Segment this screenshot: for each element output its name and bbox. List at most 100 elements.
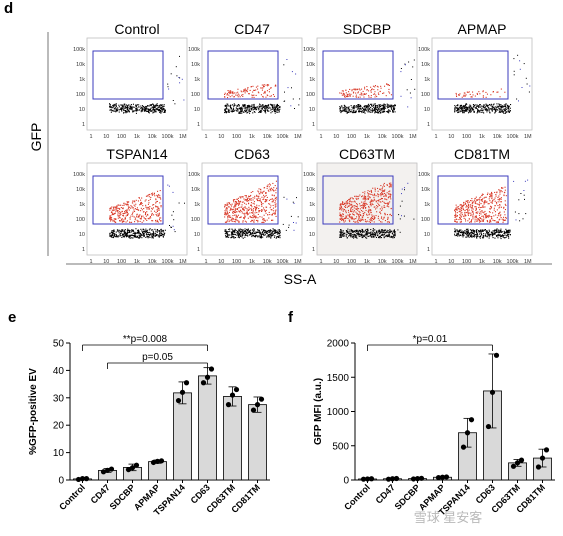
negative-event bbox=[244, 233, 246, 235]
positive-event bbox=[227, 93, 229, 95]
negative-event bbox=[143, 232, 145, 234]
negative-event bbox=[129, 230, 131, 232]
negative-event bbox=[369, 111, 371, 113]
negative-event bbox=[225, 236, 227, 238]
positive-event bbox=[381, 198, 383, 200]
positive-event bbox=[363, 96, 365, 98]
outlier-event bbox=[171, 214, 173, 216]
positive-event bbox=[370, 86, 372, 88]
outlier-event bbox=[183, 99, 185, 101]
positive-event bbox=[461, 212, 463, 214]
positive-event bbox=[257, 213, 259, 215]
negative-event bbox=[470, 105, 472, 107]
negative-event bbox=[503, 105, 505, 107]
negative-event bbox=[121, 229, 123, 231]
negative-event bbox=[238, 229, 240, 231]
negative-event bbox=[464, 107, 466, 109]
negative-event bbox=[245, 110, 247, 112]
negative-event bbox=[160, 104, 162, 106]
negative-event bbox=[152, 235, 154, 237]
positive-event bbox=[238, 202, 240, 204]
positive-event bbox=[370, 220, 372, 222]
positive-event bbox=[469, 206, 471, 208]
positive-event bbox=[112, 210, 114, 212]
negative-event bbox=[133, 231, 135, 233]
positive-event bbox=[383, 92, 385, 94]
negative-event bbox=[151, 106, 153, 108]
positive-event bbox=[143, 217, 145, 219]
positive-event bbox=[357, 222, 359, 224]
positive-event bbox=[497, 91, 499, 93]
positive-event bbox=[245, 195, 247, 197]
positive-event bbox=[265, 96, 267, 98]
negative-event bbox=[361, 112, 363, 114]
negative-event bbox=[232, 109, 234, 111]
positive-event bbox=[232, 215, 234, 217]
negative-event bbox=[109, 109, 111, 111]
positive-event bbox=[469, 221, 471, 223]
positive-event bbox=[385, 195, 387, 197]
data-point bbox=[368, 476, 375, 482]
positive-event bbox=[389, 184, 391, 186]
positive-event bbox=[369, 196, 371, 198]
negative-event bbox=[499, 105, 501, 107]
negative-event bbox=[116, 110, 118, 112]
positive-event bbox=[485, 201, 487, 203]
negative-event bbox=[123, 103, 125, 105]
negative-event bbox=[109, 104, 111, 106]
positive-event bbox=[358, 218, 360, 220]
negative-event bbox=[231, 111, 233, 113]
negative-event bbox=[387, 234, 389, 236]
positive-event bbox=[260, 188, 262, 190]
positive-event bbox=[242, 196, 244, 198]
negative-event bbox=[368, 106, 370, 108]
positive-event bbox=[132, 211, 134, 213]
positive-event bbox=[247, 200, 249, 202]
negative-event bbox=[367, 107, 369, 109]
positive-event bbox=[468, 209, 470, 211]
positive-event bbox=[127, 201, 129, 203]
negative-event bbox=[242, 234, 244, 236]
negative-event bbox=[487, 106, 489, 108]
negative-event bbox=[251, 236, 253, 238]
positive-event bbox=[264, 219, 266, 221]
positive-event bbox=[479, 217, 481, 219]
negative-event bbox=[373, 236, 375, 238]
positive-event bbox=[243, 89, 245, 91]
negative-event bbox=[264, 108, 266, 110]
negative-event bbox=[375, 106, 377, 108]
negative-event bbox=[470, 109, 472, 111]
positive-event bbox=[471, 209, 473, 211]
positive-event bbox=[384, 85, 386, 87]
negative-event bbox=[243, 232, 245, 234]
positive-event bbox=[236, 215, 238, 217]
negative-event bbox=[353, 110, 355, 112]
positive-event bbox=[497, 215, 499, 217]
positive-event bbox=[385, 193, 387, 195]
negative-event bbox=[351, 111, 353, 113]
positive-event bbox=[270, 198, 272, 200]
flow-plot-y-tick: 10k bbox=[306, 62, 315, 68]
negative-event bbox=[273, 106, 275, 108]
negative-event bbox=[379, 230, 381, 232]
flow-plot-y-tick: 100k bbox=[303, 172, 315, 178]
flow-plot-y-tick: 1k bbox=[79, 77, 85, 83]
outlier-event bbox=[519, 60, 521, 62]
negative-event bbox=[497, 234, 499, 236]
positive-event bbox=[456, 206, 458, 208]
positive-event bbox=[374, 187, 376, 189]
negative-event bbox=[494, 232, 496, 234]
negative-event bbox=[137, 109, 139, 111]
negative-event bbox=[391, 236, 393, 238]
negative-event bbox=[342, 107, 344, 109]
positive-event bbox=[370, 202, 372, 204]
positive-event bbox=[224, 214, 226, 216]
positive-event bbox=[132, 215, 134, 217]
outlier-event bbox=[169, 225, 170, 226]
negative-event bbox=[506, 231, 508, 233]
positive-event bbox=[348, 91, 350, 93]
positive-event bbox=[252, 85, 254, 87]
negative-event bbox=[225, 112, 227, 114]
positive-event bbox=[475, 215, 477, 217]
negative-event bbox=[278, 236, 280, 238]
